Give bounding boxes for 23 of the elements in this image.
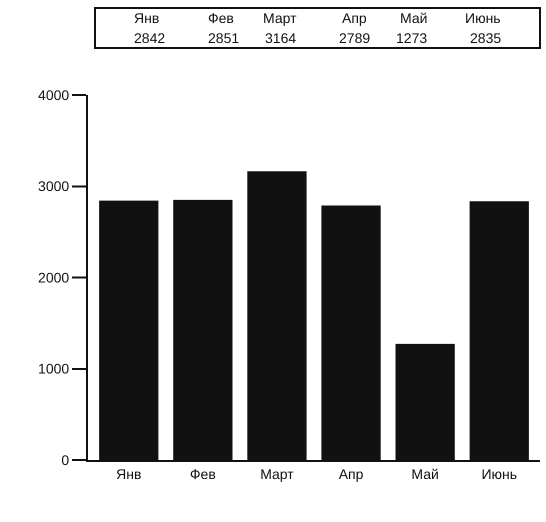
category-label: Март [263,10,296,26]
data-label: 2835 [470,30,502,46]
category-label: Фев [208,10,234,26]
x-tick-label: Июнь [481,466,518,482]
data-label: 2851 [208,30,240,46]
category-label: Апр [342,10,367,26]
y-tick-label: 1000 [38,360,70,377]
y-tick-label: 4000 [38,86,70,103]
x-tick-label: Фев [190,466,216,482]
data-label: 1273 [396,30,428,46]
data-label: 2842 [134,30,166,46]
category-label: Янв [134,10,160,26]
y-tick-label: 0 [61,452,70,468]
category-label: Июнь [465,10,501,26]
x-tick-label: Янв [116,466,142,482]
y-tick-label: 2000 [38,269,70,286]
x-tick-label: Март [260,466,294,482]
y-tick-label: 3000 [38,178,70,194]
data-label: 3164 [265,30,296,46]
x-tick-label: Май [411,466,439,482]
category-label: Май [400,10,428,26]
data-label: 2789 [339,30,370,46]
x-tick-label: Апр [338,466,364,482]
